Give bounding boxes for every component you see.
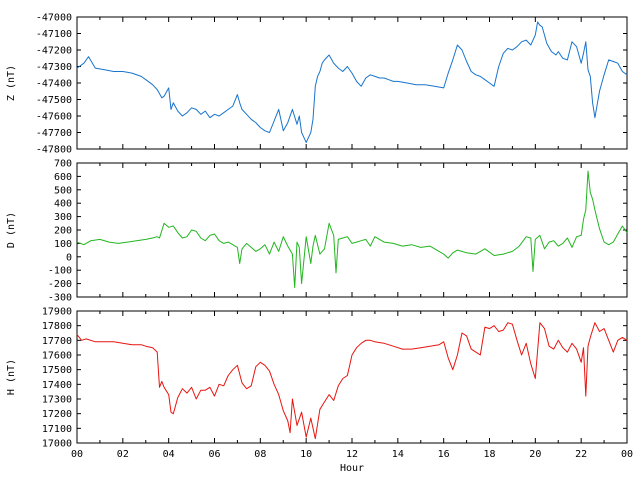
x-tick-label: 12	[346, 449, 358, 460]
z-y-tick-label: -47200	[36, 46, 72, 57]
x-tick-label: 16	[438, 449, 450, 460]
z-y-tick-label: -47500	[36, 95, 72, 106]
h-y-tick-label: 17500	[42, 365, 72, 376]
d-y-tick-label: -100	[48, 266, 72, 277]
z-y-tick-label: -47700	[36, 128, 72, 139]
z-y-tick-label: -47400	[36, 79, 72, 90]
d-panel-frame	[76, 162, 628, 298]
d-y-tick-label: 300	[54, 212, 72, 223]
x-tick-label: 00	[621, 449, 633, 460]
d-y-tick-label: 100	[54, 239, 72, 250]
d-y-tick-label: 400	[54, 199, 72, 210]
d-y-tick-label: 500	[54, 185, 72, 196]
h-y-tick-label: 17400	[42, 380, 72, 391]
z-y-tick-label: -47300	[36, 62, 72, 73]
h-panel-frame	[76, 310, 628, 444]
z-y-tick-label: -47600	[36, 112, 72, 123]
d-y-tick-label: 200	[54, 226, 72, 237]
h-y-tick-label: 17900	[42, 307, 72, 318]
d-y-tick-label: 600	[54, 172, 72, 183]
x-tick-label: 02	[117, 449, 129, 460]
x-tick-label: 20	[529, 449, 541, 460]
z-y-tick-label: -47100	[36, 29, 72, 40]
x-tick-label: 04	[163, 449, 175, 460]
h-y-tick-label: 17100	[42, 424, 72, 435]
h-series-line	[76, 322, 628, 440]
d-y-tick-label: -200	[48, 279, 72, 290]
x-tick-label: 10	[300, 449, 312, 460]
h-y-tick-label: 17000	[42, 439, 72, 450]
h-y-tick-label: 17800	[42, 321, 72, 332]
d-y-tick-label: 0	[66, 252, 72, 263]
x-tick-label: 08	[254, 449, 266, 460]
z-series-line	[76, 21, 628, 143]
z-y-tick-label: -47800	[36, 145, 72, 156]
z-y-tick-label: -47000	[36, 13, 72, 24]
h-y-tick-label: 17700	[42, 336, 72, 347]
x-tick-label: 14	[392, 449, 404, 460]
x-tick-label: 22	[575, 449, 587, 460]
x-tick-label: 18	[483, 449, 495, 460]
x-tick-label: 00	[71, 449, 83, 460]
h-y-tick-label: 17600	[42, 351, 72, 362]
d-y-tick-label: 700	[54, 159, 72, 170]
x-axis-title: Hour	[340, 463, 364, 474]
h-y-tick-label: 17300	[42, 395, 72, 406]
z-y-axis-title: Z (nT)	[6, 65, 17, 101]
d-series-line	[76, 170, 628, 289]
d-y-tick-label: -300	[48, 293, 72, 304]
x-tick-label: 06	[208, 449, 220, 460]
h-y-axis-title: H (nT)	[6, 359, 17, 395]
d-y-axis-title: D (nT)	[6, 212, 17, 248]
h-y-tick-label: 17200	[42, 409, 72, 420]
